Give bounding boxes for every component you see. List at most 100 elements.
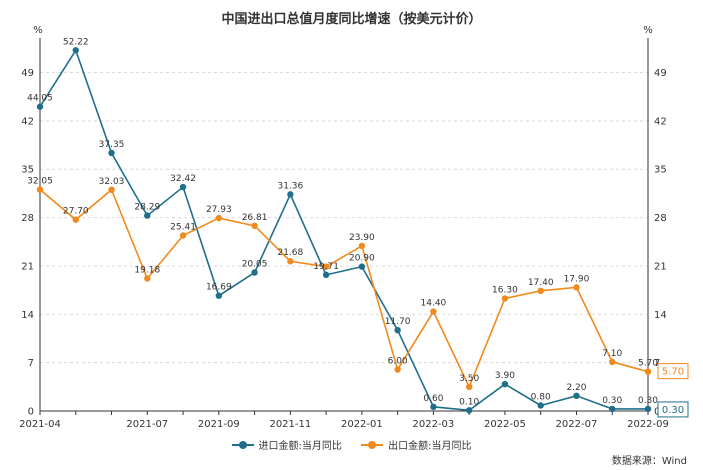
data-label: 44.05 [27, 94, 53, 104]
y-tick-label-right: 49 [654, 68, 667, 79]
data-point[interactable] [573, 284, 580, 291]
data-point[interactable] [644, 405, 652, 413]
data-point[interactable] [179, 183, 187, 191]
data-label: 3.50 [459, 374, 479, 384]
data-point[interactable] [573, 392, 580, 400]
data-point[interactable] [72, 216, 79, 223]
x-tick-label: 2022-07 [556, 419, 598, 430]
data-point[interactable] [501, 380, 509, 388]
data-point[interactable] [108, 186, 115, 193]
data-label: 16.30 [492, 285, 518, 295]
data-label: 31.36 [277, 181, 303, 191]
data-point[interactable] [287, 258, 294, 265]
data-label: 14.40 [421, 299, 447, 309]
x-tick-label: 2022-01 [341, 419, 383, 430]
x-tick-label: 2022-05 [484, 419, 526, 430]
grid-lines [40, 72, 648, 412]
y-tick-label-left: 21 [21, 261, 34, 272]
data-label: 0.30 [638, 396, 658, 406]
legend-item-import[interactable]: 进口金额:当月同比 [231, 437, 342, 452]
data-label: 26.81 [242, 213, 268, 223]
data-point[interactable] [322, 271, 330, 279]
y-tick-label-left: 28 [21, 213, 34, 224]
data-label: 3.90 [495, 371, 515, 381]
data-point[interactable] [501, 295, 509, 302]
data-point[interactable] [72, 47, 79, 54]
y-unit-right: % [643, 25, 653, 36]
data-label: 25.41 [170, 222, 196, 232]
data-label: 2.20 [566, 383, 586, 393]
source-note: 数据来源：Wind [611, 456, 687, 467]
series-line-0 [39, 48, 648, 412]
data-points [36, 47, 652, 414]
data-point[interactable] [251, 269, 258, 276]
y-tick-label-right: 0 [654, 407, 660, 418]
data-label: 37.35 [99, 140, 125, 150]
series-line-1 [39, 188, 649, 389]
data-label: 19.18 [134, 266, 160, 276]
data-point[interactable] [287, 191, 294, 198]
data-point[interactable] [394, 366, 401, 373]
end-value-label: 5.70 [662, 367, 684, 378]
y-unit-left: % [33, 25, 43, 36]
data-point[interactable] [430, 308, 437, 315]
data-label: 28.29 [134, 203, 160, 213]
data-point[interactable] [36, 186, 44, 193]
x-tick-label: 2021-09 [198, 419, 240, 430]
legend-swatch-import [231, 440, 254, 449]
data-label: 19.71 [313, 262, 339, 272]
data-point[interactable] [465, 383, 473, 391]
y-tick-label-right: 28 [654, 213, 667, 224]
data-point[interactable] [465, 407, 473, 414]
data-point[interactable] [108, 149, 115, 157]
x-tick-label: 2022-03 [413, 419, 455, 430]
y-tick-label-right: 42 [654, 116, 667, 127]
x-tick-label: 2022-09 [627, 419, 669, 430]
x-tick-label: 2021-04 [19, 419, 61, 430]
y-tick-label-right: 7 [654, 358, 660, 369]
data-label: 17.90 [564, 274, 590, 284]
data-point[interactable] [215, 292, 223, 299]
data-point[interactable] [144, 212, 151, 219]
data-label: 17.40 [528, 278, 554, 288]
legend-item-export[interactable]: 出口金额:当月同比 [361, 437, 471, 452]
legend-label-export: 出口金额:当月同比 [388, 441, 472, 452]
data-label: 0.60 [423, 394, 443, 404]
data-label: 0.10 [459, 397, 479, 407]
data-point[interactable] [251, 222, 258, 230]
data-point[interactable] [394, 326, 401, 334]
data-label: 20.05 [242, 260, 268, 270]
legend-label-import: 进口金额:当月同比 [258, 441, 342, 452]
y-tick-label-left: 42 [21, 116, 34, 127]
data-point[interactable] [537, 402, 544, 409]
data-label: 32.05 [27, 177, 53, 187]
data-point[interactable] [179, 232, 187, 239]
chart-title: 中国进出口总值月度同比增速（按美元计价） [221, 12, 482, 27]
data-point[interactable] [609, 358, 616, 366]
y-tick-label-left: 14 [21, 310, 34, 321]
end-labels: 0.30 5.70 [657, 363, 689, 418]
axes: 0 0 7 7 14 14 21 21 28 28 35 35 42 42 49 49% % 2021-04 202… [19, 25, 669, 430]
data-point[interactable] [322, 263, 330, 270]
data-point[interactable] [36, 103, 44, 110]
data-label: 27.70 [63, 207, 89, 217]
data-label: 16.69 [206, 283, 232, 293]
y-tick-label-left: 49 [21, 68, 34, 79]
data-point[interactable] [215, 214, 223, 222]
data-point[interactable] [430, 403, 437, 411]
end-value-label: 0.30 [662, 405, 684, 416]
data-label: 7.10 [602, 349, 622, 359]
y-tick-label-right: 14 [654, 310, 667, 321]
data-label: 52.22 [63, 37, 89, 47]
y-tick-label-left: 0 [28, 407, 34, 418]
data-point[interactable] [609, 405, 616, 413]
data-point[interactable] [358, 242, 366, 250]
data-label: 32.03 [99, 177, 125, 187]
data-point[interactable] [537, 287, 544, 295]
x-tick-label: 2021-11 [269, 419, 311, 430]
data-label: 27.93 [206, 205, 232, 215]
data-point[interactable] [144, 275, 151, 282]
data-point[interactable] [358, 263, 366, 270]
y-tick-label-left: 35 [21, 165, 34, 176]
data-point[interactable] [644, 368, 652, 375]
